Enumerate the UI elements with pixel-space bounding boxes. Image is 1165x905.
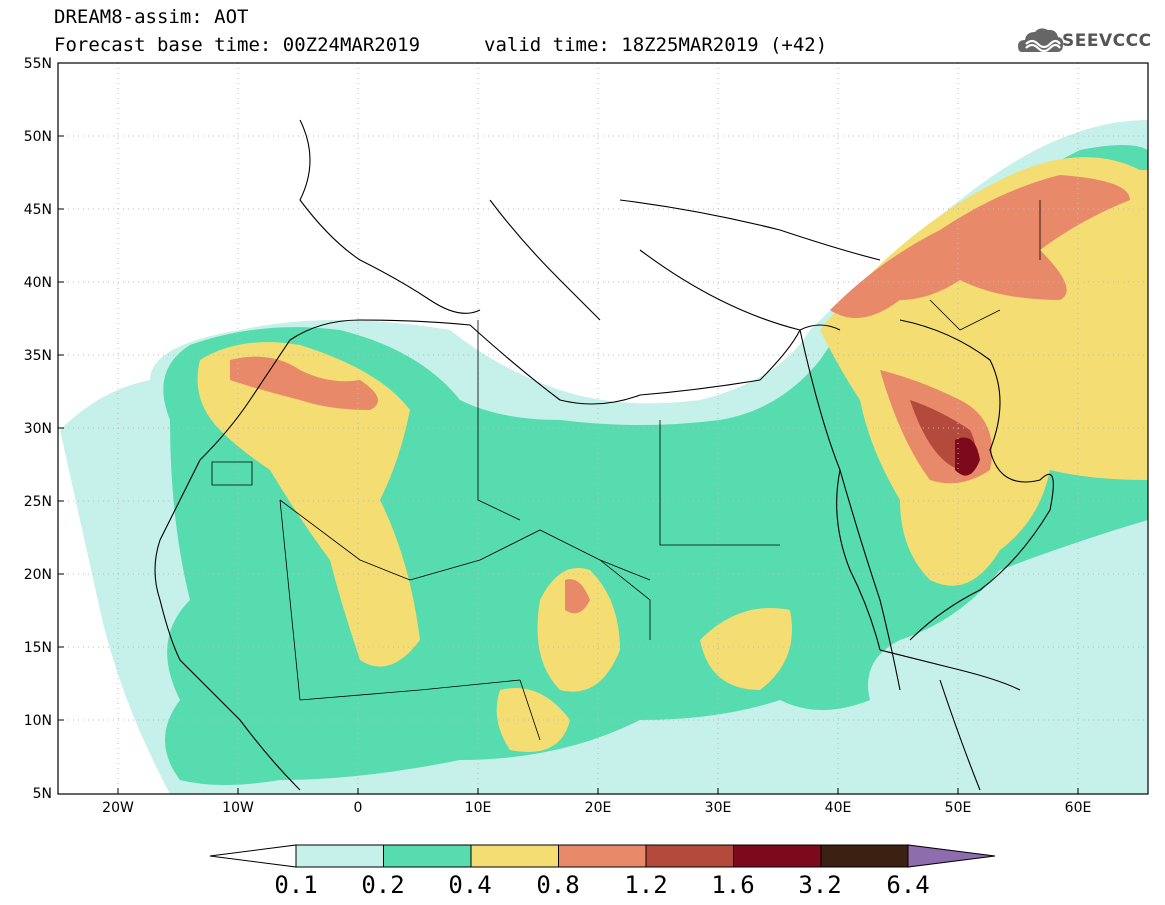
lon-label-10E: 10E [465, 800, 492, 816]
contour-level-0.8-chad-spot [565, 579, 590, 614]
contour-level-0.4-west [197, 342, 420, 667]
contour-level-0.8-west [230, 356, 378, 410]
lat-label-20N: 20N [24, 567, 52, 583]
lat-label-5N: 5N [33, 786, 52, 802]
latitude-labels: 55N 50N 45N 40N 35N 30N 25N 20N 15N 10N … [24, 56, 52, 802]
lat-label-50N: 50N [24, 129, 52, 145]
contour-level-1.6 [955, 437, 980, 476]
lat-label-55N: 55N [24, 56, 52, 72]
lat-label-40N: 40N [24, 275, 52, 291]
axis-ticks [58, 62, 1079, 794]
contour-level-0.4-chad [700, 608, 792, 690]
map-title: DREAM8-assim: AOT [54, 6, 249, 28]
lon-label-0: 0 [354, 800, 363, 816]
contour-level-0.4-central [537, 568, 620, 692]
lon-label-10W: 10W [222, 800, 254, 816]
lat-label-35N: 35N [24, 348, 52, 364]
logo-text: SEEVCCC [1062, 31, 1152, 51]
aot-contours [60, 120, 1148, 794]
lat-label-25N: 25N [24, 494, 52, 510]
lat-label-30N: 30N [24, 421, 52, 437]
lat-label-10N: 10N [24, 713, 52, 729]
valid-time: valid time: 18Z25MAR2019 (+42) [484, 34, 828, 56]
lat-label-15N: 15N [24, 640, 52, 656]
contour-level-0.8-east [830, 175, 1130, 318]
lon-label-20E: 20E [585, 800, 612, 816]
longitude-labels: 20W 10W 0 10E 20E 30E 40E 50E 60E [102, 800, 1091, 816]
map-gridlines [58, 63, 1148, 794]
country-borders [211, 200, 1041, 741]
seevccc-cloud-logo-icon [1018, 28, 1064, 53]
lon-label-50E: 50E [945, 800, 972, 816]
lon-label-40E: 40E [825, 800, 852, 816]
lon-label-60E: 60E [1065, 800, 1092, 816]
lon-label-30E: 30E [705, 800, 732, 816]
lat-label-45N: 45N [24, 202, 52, 218]
lon-label-20W: 20W [102, 800, 134, 816]
forecast-base-time: Forecast base time: 00Z24MAR2019 [54, 34, 421, 56]
coastlines [154, 119, 1054, 791]
